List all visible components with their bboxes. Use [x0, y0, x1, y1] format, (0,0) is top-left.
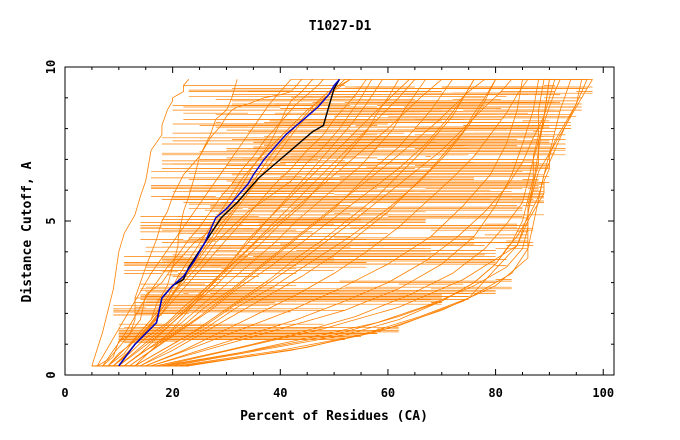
series-line-2: [91, 79, 190, 366]
y-tick-label: 0: [44, 371, 58, 378]
y-tick-label: 10: [44, 60, 58, 74]
x-tick-label: 80: [488, 386, 502, 400]
y-axis-label: Distance Cutoff, A: [20, 161, 35, 302]
x-tick-label: 20: [165, 386, 179, 400]
axes: 0 20 40 60 80 100 0 5 10: [44, 60, 614, 400]
x-tick-label: 60: [381, 386, 395, 400]
plot-area: [91, 78, 593, 367]
x-axis-label: Percent of Residues (CA): [240, 409, 428, 424]
x-tick-label: 0: [61, 386, 68, 400]
x-tick-label: 40: [273, 386, 287, 400]
x-tick-label: 100: [592, 386, 614, 400]
series-line-1: [118, 78, 341, 367]
y-tick-label: 5: [44, 217, 58, 224]
series-line-18: [172, 79, 572, 367]
chart-title: T1027-D1: [309, 19, 372, 34]
series-line-4: [102, 79, 303, 367]
series-line-27: [118, 79, 416, 367]
